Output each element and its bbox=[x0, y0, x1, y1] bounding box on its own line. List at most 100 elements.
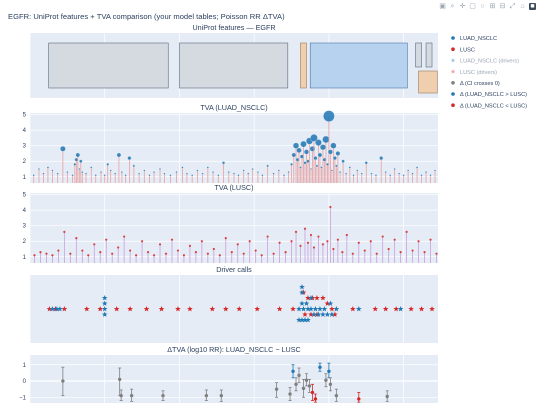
lollipop-point[interactable] bbox=[272, 172, 275, 175]
driver-star-lusc[interactable] bbox=[254, 306, 261, 312]
driver-star-lusc[interactable] bbox=[418, 306, 425, 312]
lollipop-point[interactable] bbox=[435, 252, 438, 255]
lollipop-point[interactable] bbox=[170, 238, 174, 241]
lollipop-point[interactable] bbox=[79, 159, 83, 163]
lollipop-point[interactable] bbox=[90, 166, 93, 169]
driver-star-luad[interactable] bbox=[327, 300, 334, 306]
lollipop-point[interactable] bbox=[429, 238, 432, 241]
driver-star-luad[interactable] bbox=[311, 311, 317, 317]
lollipop-point[interactable] bbox=[387, 247, 390, 251]
delta-point[interactable] bbox=[219, 393, 223, 398]
lollipop-point[interactable] bbox=[221, 161, 226, 165]
lollipop-point[interactable] bbox=[218, 254, 221, 257]
lollipop-point[interactable] bbox=[87, 254, 90, 257]
lollipop-point[interactable] bbox=[152, 171, 156, 174]
lollipop-point[interactable] bbox=[399, 251, 402, 254]
lollipop-point[interactable] bbox=[278, 241, 281, 244]
lollipop-point[interactable] bbox=[381, 235, 384, 238]
lollipop-point[interactable] bbox=[75, 237, 78, 240]
lollipop-point[interactable] bbox=[284, 251, 287, 254]
lollipop-point[interactable] bbox=[317, 152, 323, 158]
driver-star-lusc[interactable] bbox=[305, 295, 311, 301]
lollipop-point[interactable] bbox=[266, 235, 269, 238]
driver-star-luad[interactable] bbox=[101, 295, 108, 301]
lollipop-point[interactable] bbox=[182, 254, 186, 257]
lollipop-point[interactable] bbox=[148, 174, 151, 177]
lollipop-point[interactable] bbox=[330, 169, 333, 172]
lollipop-point[interactable] bbox=[352, 174, 355, 177]
camera-icon[interactable]: ▣ bbox=[439, 3, 446, 10]
lollipop-point[interactable] bbox=[185, 172, 188, 175]
driver-star-lusc[interactable] bbox=[222, 306, 229, 312]
lollipop-point[interactable] bbox=[341, 159, 345, 163]
delta-point[interactable] bbox=[357, 397, 361, 401]
lollipop-point[interactable] bbox=[375, 252, 378, 255]
zoom-out-icon[interactable]: ⊟ bbox=[499, 3, 506, 10]
lollipop-point[interactable] bbox=[309, 233, 313, 237]
driver-star-lusc[interactable] bbox=[302, 311, 308, 317]
lollipop-point[interactable] bbox=[123, 235, 126, 238]
lollipop-point[interactable] bbox=[32, 174, 35, 177]
lollipop-point[interactable] bbox=[94, 174, 97, 177]
lollipop-point[interactable] bbox=[224, 237, 227, 240]
lollipop-point[interactable] bbox=[140, 240, 144, 243]
lollipop-point[interactable] bbox=[384, 171, 387, 174]
lollipop-point[interactable] bbox=[236, 243, 239, 246]
lollipop-point[interactable] bbox=[191, 174, 194, 177]
lollipop-point[interactable] bbox=[330, 142, 337, 149]
lollipop-point[interactable] bbox=[237, 174, 240, 177]
lollipop-point[interactable] bbox=[163, 172, 166, 175]
delta-point[interactable] bbox=[61, 379, 65, 383]
lollipop-point[interactable] bbox=[124, 174, 127, 177]
lollipop-point[interactable] bbox=[132, 164, 136, 168]
lollipop-point[interactable] bbox=[33, 254, 36, 257]
lollipop-point[interactable] bbox=[51, 254, 54, 257]
lollipop-point[interactable] bbox=[251, 167, 254, 171]
lollipop-point[interactable] bbox=[402, 174, 405, 177]
lollipop-point[interactable] bbox=[335, 164, 338, 168]
lollipop-point[interactable] bbox=[206, 166, 209, 169]
lollipop-point[interactable] bbox=[369, 240, 372, 243]
lollipop-point[interactable] bbox=[188, 244, 192, 247]
driver-star-luad[interactable] bbox=[296, 306, 302, 312]
lollipop-point[interactable] bbox=[84, 172, 88, 175]
lollipop-point[interactable] bbox=[320, 166, 323, 169]
driver-star-lusc[interactable] bbox=[324, 300, 331, 306]
lollipop-point[interactable] bbox=[370, 172, 373, 175]
lollipop-point[interactable] bbox=[254, 249, 257, 252]
lollipop-point[interactable] bbox=[393, 238, 396, 241]
lollipop-point[interactable] bbox=[329, 205, 332, 209]
driver-star-luad[interactable] bbox=[317, 306, 323, 312]
lollipop-point[interactable] bbox=[120, 171, 123, 174]
lollipop-point[interactable] bbox=[37, 167, 41, 171]
lollipop-point[interactable] bbox=[423, 251, 426, 254]
driver-star-luad[interactable] bbox=[303, 300, 310, 306]
legend-item-label[interactable]: LUSC (drivers) bbox=[460, 70, 497, 76]
lollipop-point[interactable] bbox=[45, 252, 48, 255]
driver-star-luad[interactable] bbox=[299, 289, 305, 295]
plotly-logo-icon[interactable]: ■ bbox=[529, 3, 536, 10]
lollipop-point[interactable] bbox=[175, 171, 178, 174]
delta-point[interactable] bbox=[334, 393, 339, 398]
delta-point[interactable] bbox=[119, 393, 123, 398]
lollipop-point[interactable] bbox=[212, 171, 215, 174]
lasso-icon[interactable]: ○ bbox=[480, 3, 485, 10]
select-box-icon[interactable]: ▢ bbox=[469, 3, 476, 10]
lollipop-point[interactable] bbox=[201, 172, 204, 175]
lollipop-point[interactable] bbox=[71, 174, 74, 177]
delta-point[interactable] bbox=[318, 365, 322, 369]
driver-star-lusc[interactable] bbox=[290, 306, 296, 312]
lollipop-point[interactable] bbox=[294, 230, 298, 233]
lollipop-point[interactable] bbox=[290, 240, 293, 243]
lollipop-point[interactable] bbox=[306, 159, 310, 163]
lollipop-point[interactable] bbox=[319, 144, 326, 151]
driver-star-lusc[interactable] bbox=[276, 306, 283, 312]
lollipop-point[interactable] bbox=[212, 247, 215, 251]
lollipop-point[interactable] bbox=[310, 134, 318, 142]
lollipop-point[interactable] bbox=[194, 251, 197, 254]
lollipop-point[interactable] bbox=[152, 254, 156, 257]
lollipop-point[interactable] bbox=[111, 252, 114, 255]
lollipop-point[interactable] bbox=[321, 243, 325, 246]
driver-star-lusc[interactable] bbox=[382, 306, 389, 312]
driver-star-luad[interactable] bbox=[299, 300, 305, 306]
